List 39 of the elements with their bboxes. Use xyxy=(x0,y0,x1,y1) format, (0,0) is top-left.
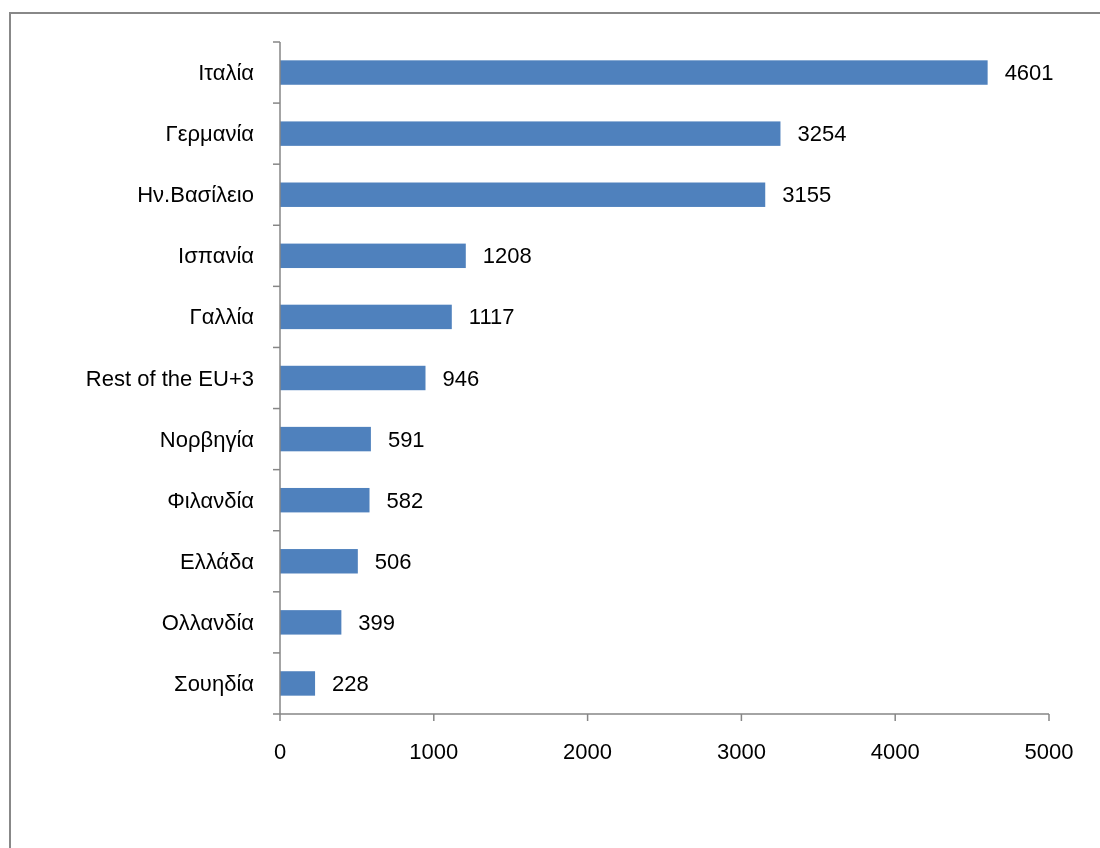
y-tick-label: Ην.Βασίλειο xyxy=(137,182,254,208)
y-tick-label: Ισπανία xyxy=(178,243,255,269)
bar xyxy=(280,671,316,696)
x-tick-label: 5000 xyxy=(1024,738,1074,764)
x-tick-label: 2000 xyxy=(563,738,613,764)
bar xyxy=(280,426,371,452)
data-label: 582 xyxy=(386,487,424,513)
bar xyxy=(280,304,452,330)
y-tick-label: Ελλάδα xyxy=(179,548,255,574)
data-label: 4601 xyxy=(1004,60,1054,86)
data-label: 228 xyxy=(332,670,369,696)
x-tick-label: 1000 xyxy=(409,738,459,764)
y-tick-label: Ιταλία xyxy=(198,60,255,86)
y-tick-label: Γαλλία xyxy=(189,304,255,330)
bar xyxy=(280,243,466,269)
bar xyxy=(280,365,426,391)
x-tick-label: 3000 xyxy=(716,738,766,764)
x-tick-label: 4000 xyxy=(870,738,920,764)
bar xyxy=(280,549,358,574)
y-tick-label: Γερμανία xyxy=(165,121,255,147)
x-tick-label: 0 xyxy=(273,738,287,764)
data-label: 1117 xyxy=(468,304,515,330)
bar xyxy=(280,60,988,85)
data-label: 3155 xyxy=(782,182,832,208)
y-tick-label: Νορβηγία xyxy=(159,426,255,452)
y-tick-label: Σουηδία xyxy=(174,670,255,696)
data-label: 506 xyxy=(374,548,412,574)
y-tick-label: Ολλανδία xyxy=(161,609,255,635)
data-label: 1208 xyxy=(482,243,532,269)
bar xyxy=(280,487,370,513)
data-label: 591 xyxy=(387,426,425,452)
bar xyxy=(280,182,766,207)
data-label: 3254 xyxy=(797,121,847,147)
y-tick-label: Rest of the EU+3 xyxy=(85,365,254,391)
y-tick-label: Φιλανδία xyxy=(167,487,255,513)
bar xyxy=(280,610,342,635)
data-label: 399 xyxy=(358,609,396,635)
bar xyxy=(280,121,781,146)
data-label: 946 xyxy=(442,365,480,391)
